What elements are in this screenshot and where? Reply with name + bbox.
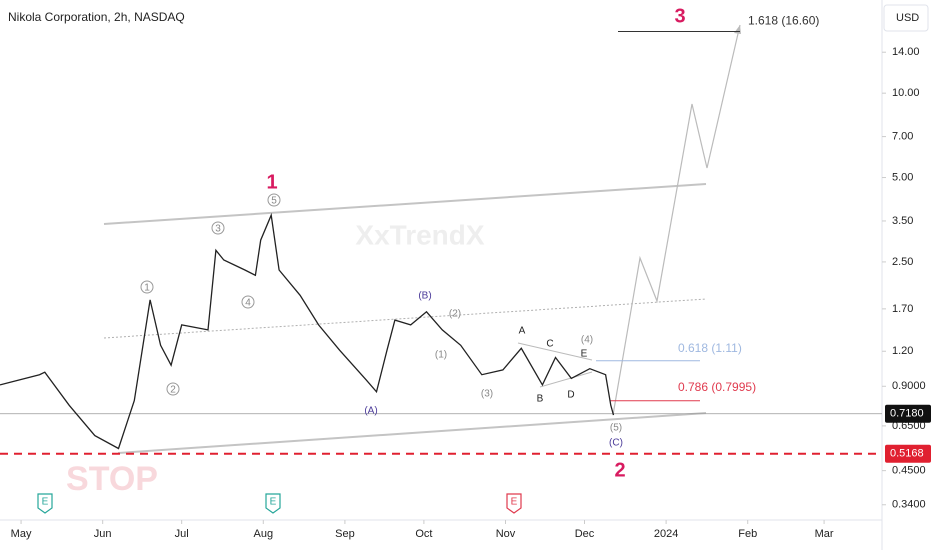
- watermark: XxTrendX: [355, 219, 484, 250]
- currency-label: USD: [896, 12, 919, 24]
- wave-circle: [241, 295, 255, 309]
- wave-label: (2): [449, 309, 461, 320]
- wave-label: 5: [271, 196, 277, 207]
- currency-box: [883, 4, 929, 32]
- wave-label: (A): [364, 406, 377, 417]
- y-tick-label: 0.4500: [892, 465, 926, 477]
- y-tick-label: 7.00: [892, 130, 913, 142]
- wave-label: 1: [266, 171, 277, 193]
- price-tag-label: 0.7180: [890, 408, 924, 420]
- y-tick-label: 0.6500: [892, 420, 926, 432]
- x-tick-label: Sep: [335, 528, 355, 540]
- price-tag: [885, 444, 931, 463]
- wave-label: (5): [610, 423, 622, 434]
- price-line: [0, 212, 615, 450]
- x-tick-label: Oct: [415, 528, 432, 540]
- event-label: E: [42, 497, 49, 508]
- channel-mid-line: [103, 298, 707, 339]
- price-tag-label: 0.5168: [890, 448, 924, 460]
- y-tick-label: 5.00: [892, 171, 913, 183]
- wave-label: D: [567, 390, 574, 401]
- x-tick-label: May: [11, 528, 32, 540]
- wave-label: 1: [144, 283, 150, 294]
- x-tick-label: Nov: [496, 528, 516, 540]
- event-label: E: [511, 497, 518, 508]
- wave-label: STOP: [66, 460, 158, 498]
- y-tick-label: 3.50: [892, 215, 913, 227]
- channel-line: [103, 183, 707, 225]
- price-tag: [885, 404, 931, 423]
- fib-label: 1.618 (16.60): [748, 14, 819, 28]
- wave-label: 3: [674, 5, 685, 27]
- wave-label: 2: [614, 459, 625, 481]
- x-tick-label: Mar: [815, 528, 834, 540]
- x-tick-label: Dec: [575, 528, 595, 540]
- triangle-line: [517, 342, 593, 361]
- y-tick-label: 0.3400: [892, 499, 926, 511]
- wave-circle: [267, 193, 281, 207]
- wave-label: 3: [215, 224, 221, 235]
- event-icon: [506, 493, 522, 514]
- wave-label: (C): [609, 438, 623, 449]
- y-tick-label: 14.00: [892, 46, 920, 58]
- wave-label: (4): [581, 335, 593, 346]
- x-tick-label: Feb: [738, 528, 757, 540]
- triangle-line: [539, 371, 593, 388]
- drawings: [103, 24, 741, 454]
- wave-label: C: [546, 339, 553, 350]
- channel-line: [117, 412, 707, 454]
- wave-circle: [140, 280, 154, 294]
- y-tick-label: 1.20: [892, 345, 913, 357]
- fib-label: 0.786 (0.7995): [678, 380, 756, 394]
- x-tick-label: Jun: [94, 528, 112, 540]
- event-label: E: [270, 497, 277, 508]
- projection-path: [612, 24, 741, 416]
- wave-label: E: [581, 349, 588, 360]
- wave-label: (B): [418, 291, 431, 302]
- wave-label: A: [519, 326, 526, 337]
- wave-label: (3): [481, 389, 493, 400]
- y-tick-label: 1.70: [892, 303, 913, 315]
- x-tick-label: Jul: [175, 528, 189, 540]
- chart-title: Nikola Corporation, 2h, NASDAQ: [8, 10, 185, 24]
- fib-label: 0.618 (1.11): [678, 341, 742, 355]
- y-tick-label: 2.50: [892, 256, 913, 268]
- x-tick-label: Aug: [253, 528, 273, 540]
- wave-label: (1): [435, 350, 447, 361]
- wave-label: B: [537, 394, 544, 405]
- wave-circle: [166, 382, 180, 396]
- wave-label: 4: [245, 298, 251, 309]
- event-icon: [37, 493, 53, 514]
- event-icon: [265, 493, 281, 514]
- y-tick-label: 10.00: [892, 87, 920, 99]
- wave-circle: [211, 221, 225, 235]
- wave-label: 2: [170, 385, 176, 396]
- x-tick-label: 2024: [654, 528, 678, 540]
- y-tick-label: 0.9000: [892, 380, 926, 392]
